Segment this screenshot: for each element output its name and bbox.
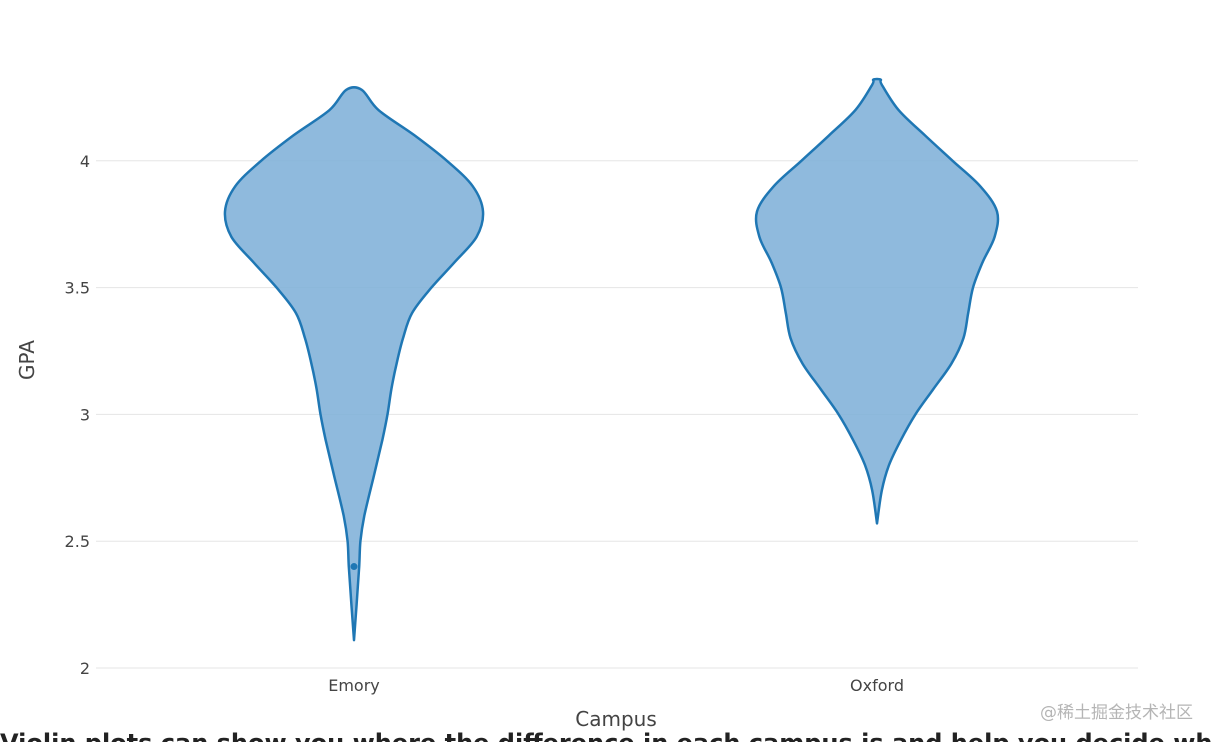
y-tick-label: 2 — [80, 659, 90, 678]
y-tick-label: 3.5 — [65, 279, 90, 298]
violin-emory[interactable] — [223, 86, 485, 642]
watermark: @稀土掘金技术社区 — [1040, 703, 1193, 723]
violin-oxford[interactable] — [754, 77, 1000, 525]
x-tick-label-oxford: Oxford — [850, 676, 904, 695]
violins — [223, 77, 1000, 642]
tick-labels: 2 2.5 3 3.5 4 Emory Oxford — [65, 152, 904, 695]
outlier-point-emory[interactable] — [350, 563, 358, 571]
y-tick-label: 2.5 — [65, 532, 90, 551]
truncated-caption: Violin plots can show you where the diff… — [0, 731, 1213, 742]
y-tick-label: 4 — [80, 152, 90, 171]
x-axis-title: Campus — [575, 707, 657, 731]
caption-text: Violin plots can show you where the diff… — [0, 731, 1213, 742]
x-tick-label-emory: Emory — [328, 676, 380, 695]
y-tick-label: 3 — [80, 405, 90, 424]
y-axis-title: GPA — [15, 340, 39, 380]
